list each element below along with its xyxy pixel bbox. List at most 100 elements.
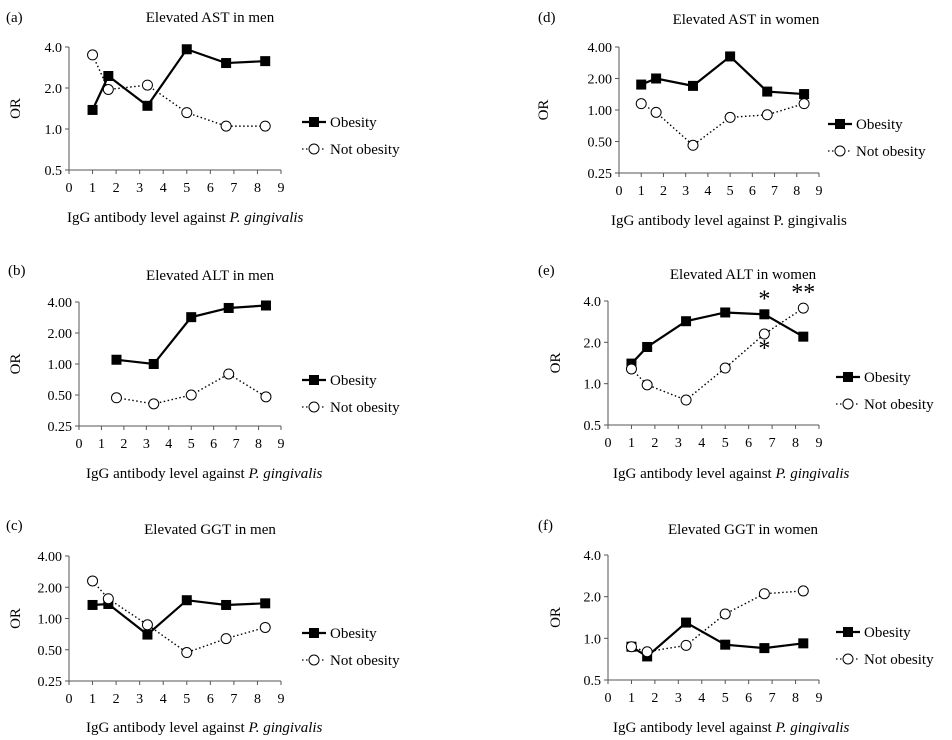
x-tick-label: 3: [136, 692, 143, 707]
not-obesity-point: [181, 107, 193, 119]
not-obesity-line: [91, 54, 266, 127]
chart-panel: (b) Elevated ALT in men 0.25 0.50 1.00 2.00 4.…: [8, 263, 400, 482]
not-obesity-point: [724, 111, 736, 123]
not-obesity-point: [185, 389, 197, 401]
x-axis-label-text: IgG antibody level against: [613, 466, 773, 482]
not-obesity-line: [92, 580, 266, 654]
x-tick-label: 4: [698, 691, 705, 706]
obesity-line: [640, 54, 805, 96]
x-tick-label: 6: [745, 436, 752, 451]
x-tick-label: 2: [660, 184, 667, 199]
y-tick-label: 0.5: [584, 419, 602, 434]
x-tick-label: 0: [616, 184, 623, 199]
not-obesity-point: [650, 106, 662, 118]
obesity-point: [636, 79, 647, 90]
not-obesity-point: [625, 363, 637, 375]
x-tick-label: 7: [230, 181, 237, 196]
y-tick-label: 4.0: [584, 295, 602, 310]
chart-panel: (d) Elevated AST in women 0.25 0.50 1.00 2.00…: [536, 10, 926, 229]
x-tick-label: 2: [120, 437, 127, 452]
not-obesity-point: [102, 593, 114, 605]
not-obesity-line: [631, 590, 804, 653]
not-obesity-point: [758, 328, 770, 340]
obesity-point: [181, 44, 192, 55]
not-obesity-point: [223, 368, 235, 380]
y-axis-label: OR: [536, 100, 552, 121]
obesity-point: [681, 316, 692, 327]
x-tick-label: 1: [98, 437, 105, 452]
legend-not-obesity-label: Not obesity: [330, 653, 400, 669]
x-tick-label: 8: [792, 436, 799, 451]
panel-label: (f): [538, 518, 553, 534]
panel-label: (a): [6, 10, 23, 26]
obesity-line: [630, 621, 804, 658]
obesity-point: [798, 331, 809, 342]
x-axis-label: IgG antibody level against P. gingivalis: [611, 213, 847, 229]
x-tick-label: 0: [605, 691, 612, 706]
x-axis-label: IgG antibody level against P. gingivalis: [613, 466, 850, 482]
x-tick-label: 4: [160, 692, 167, 707]
chart-panel: (f) Elevated GGT in women 0.5 1.0 2.0 4.0 0 1 2 3…: [538, 518, 934, 736]
y-tick-label: 2.00: [588, 73, 613, 88]
x-tick-label: 2: [113, 181, 120, 196]
y-tick-label: 0.5: [45, 164, 63, 179]
x-tick-label: 6: [749, 184, 756, 199]
x-tick-label: 5: [188, 437, 195, 452]
x-tick-label: 7: [769, 691, 776, 706]
x-tick-label: 5: [183, 692, 190, 707]
not-obesity-point: [798, 98, 810, 110]
significance-star: *: [758, 286, 770, 312]
x-axis-label-italic: P. gingivalis: [772, 720, 850, 736]
x-axis-label-text: IgG antibody level against P. gingivalis: [611, 213, 847, 229]
not-obesity-line: [630, 307, 804, 401]
x-axis-label: IgG antibody level against P. gingivalis: [86, 720, 323, 736]
panel-label: (c): [6, 518, 23, 534]
x-tick-label: 6: [207, 181, 214, 196]
x-tick-label: 8: [254, 181, 261, 196]
legend-not-obesity-marker: [834, 145, 846, 157]
y-tick-label: 0.25: [38, 675, 63, 690]
x-axis-label-italic: P. gingivalis: [245, 720, 323, 736]
obesity-point: [725, 51, 736, 62]
x-tick-label: 6: [207, 692, 214, 707]
legend-obesity-label: Obesity: [330, 115, 377, 131]
x-axis-label-text: IgG antibody level against: [67, 210, 227, 226]
legend-not-obesity-label: Not obesity: [330, 400, 400, 416]
y-tick-label: 4.00: [48, 296, 73, 311]
obesity-point: [103, 70, 114, 81]
legend-not-obesity-marker: [308, 654, 320, 666]
y-tick-label: 4.00: [588, 41, 613, 56]
panel-label: (d): [538, 10, 556, 26]
not-obesity-point: [797, 302, 809, 314]
not-obesity-line: [640, 102, 805, 147]
obesity-point: [181, 595, 192, 606]
obesity-point: [651, 73, 662, 84]
x-tick-label: 4: [160, 181, 167, 196]
x-tick-label: 3: [675, 691, 682, 706]
obesity-point: [759, 643, 770, 654]
obesity-point: [260, 56, 271, 67]
y-tick-label: 4.0: [45, 41, 63, 56]
not-obesity-point: [110, 392, 122, 404]
y-tick-label: 1.0: [584, 378, 602, 393]
y-tick-label: 1.00: [588, 104, 613, 119]
y-axis-label: OR: [548, 607, 564, 628]
y-tick-label: 2.0: [584, 336, 602, 351]
legend-not-obesity-label: Not obesity: [864, 397, 934, 413]
not-obesity-point: [625, 641, 637, 653]
not-obesity-point: [87, 49, 99, 61]
y-tick-label: 2.0: [584, 591, 602, 606]
y-tick-label: 1.0: [45, 123, 63, 138]
x-tick-label: 9: [816, 691, 823, 706]
x-axis-label: IgG antibody level against P. gingivalis: [86, 466, 323, 482]
x-axis-label-italic: P. gingivalis: [772, 466, 850, 482]
obesity-point: [87, 599, 98, 610]
x-tick-label: 7: [771, 184, 778, 199]
chart-title: Elevated ALT in women: [670, 267, 817, 283]
x-tick-label: 8: [255, 437, 262, 452]
obesity-point: [798, 638, 809, 649]
obesity-point: [186, 312, 197, 323]
panel-label: (b): [8, 263, 26, 279]
obesity-point: [223, 302, 234, 313]
